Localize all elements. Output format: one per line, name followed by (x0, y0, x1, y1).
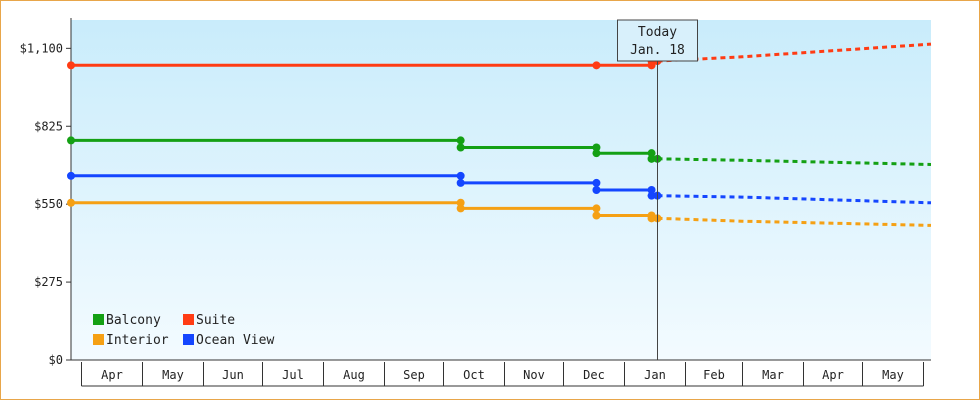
series-balcony-point (592, 149, 601, 158)
series-ocean-view-point (456, 178, 465, 187)
legend-label-balcony: Balcony (106, 313, 161, 328)
today-date: Jan. 18 (630, 43, 685, 58)
y-tick-label: $825 (34, 119, 63, 133)
series-interior-point (456, 198, 465, 207)
series-balcony-point (456, 136, 465, 145)
series-interior-point (647, 214, 656, 223)
x-axis: Apr May Jun Jul Aug Sep Oct Nov Dec Jan Feb Mar Apr M… (71, 359, 931, 387)
series-ocean-view-point (647, 191, 656, 200)
series-balcony-point (647, 149, 656, 158)
legend-label-ocean-view: Ocean View (196, 333, 274, 348)
y-axis: $0 $275 $550 $825 $1,100 (20, 18, 72, 367)
today-marker: Today Jan. 18 (617, 19, 698, 360)
x-tick-label: Mar (762, 368, 784, 382)
legend-swatch-ocean-view (183, 334, 194, 345)
series-ocean-view-forecast (657, 194, 932, 205)
today-label-box (617, 19, 698, 62)
x-tick-label: Jul (282, 368, 304, 382)
series-ocean-view-point (592, 186, 601, 194)
x-tick-label: May (882, 368, 904, 382)
series-ocean-view-point (67, 171, 75, 180)
series-suite-point (592, 61, 601, 70)
x-tick-label: Jun (222, 368, 244, 382)
y-tick-label: $275 (34, 275, 63, 289)
series-interior-point (592, 204, 601, 213)
x-tick-label: Oct (463, 368, 485, 382)
series-balcony-point (592, 143, 601, 152)
x-tick-label: Aug (343, 368, 365, 382)
legend: Balcony Suite Interior Ocean View (93, 313, 274, 348)
x-tick-label: Nov (523, 368, 545, 382)
series-interior-point (592, 211, 601, 220)
y-tick-label: $1,100 (20, 41, 63, 55)
y-tick-label: $550 (34, 197, 63, 211)
x-tick-label: Dec (583, 368, 605, 382)
today-label: Today (638, 25, 677, 40)
series-interior-forecast (657, 216, 932, 227)
x-tick-label: Apr (822, 368, 844, 382)
x-tick-label: Sep (403, 368, 425, 382)
x-tick-label: Apr (101, 368, 123, 382)
series-balcony-point (456, 143, 465, 152)
plot-area (71, 20, 931, 360)
series-suite-point (67, 61, 75, 70)
x-tick-label: Jan (644, 368, 666, 382)
series-interior-point (456, 204, 465, 213)
x-tick-label: May (162, 368, 184, 382)
series-balcony-forecast (657, 157, 932, 166)
series-ocean-view-point (592, 178, 601, 187)
legend-swatch-suite (183, 314, 194, 325)
series-ocean-view-point (456, 171, 465, 180)
x-tick-label: Feb (703, 368, 725, 382)
series-interior-point (67, 198, 75, 207)
series-balcony-point (647, 154, 656, 163)
series-layer (67, 42, 932, 227)
legend-label-interior: Interior (106, 333, 169, 348)
legend-label-suite: Suite (196, 313, 235, 328)
legend-swatch-balcony (93, 314, 104, 325)
legend-swatch-interior (93, 334, 104, 345)
series-balcony-point (67, 136, 75, 145)
y-tick-label: $0 (49, 353, 63, 367)
series-ocean-view-point (647, 186, 656, 194)
